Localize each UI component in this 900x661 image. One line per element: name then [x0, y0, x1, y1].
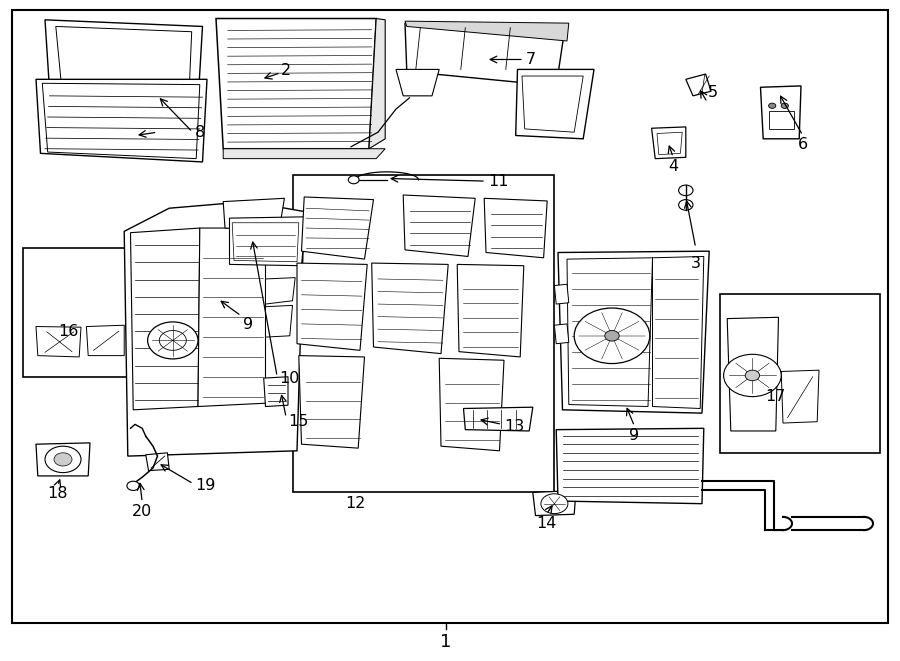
Polygon shape	[464, 407, 533, 431]
Bar	[769, 111, 794, 129]
Text: 16: 16	[58, 325, 78, 339]
Polygon shape	[533, 490, 576, 516]
Circle shape	[745, 370, 760, 381]
Text: 19: 19	[195, 478, 216, 492]
Circle shape	[348, 176, 359, 184]
Text: 3: 3	[690, 256, 701, 271]
Polygon shape	[781, 370, 819, 423]
Text: 17: 17	[766, 389, 786, 404]
Text: 10: 10	[279, 371, 300, 385]
Bar	[292, 175, 554, 492]
Polygon shape	[198, 228, 266, 407]
Polygon shape	[484, 198, 547, 258]
Polygon shape	[146, 453, 169, 471]
Polygon shape	[554, 284, 569, 304]
Polygon shape	[264, 377, 288, 407]
Text: 20: 20	[132, 504, 152, 520]
Text: 4: 4	[668, 159, 679, 174]
Circle shape	[724, 354, 781, 397]
Polygon shape	[554, 324, 569, 344]
Polygon shape	[302, 197, 373, 259]
Bar	[720, 294, 880, 453]
Circle shape	[605, 330, 619, 341]
Circle shape	[45, 446, 81, 473]
Polygon shape	[405, 23, 565, 86]
Polygon shape	[56, 26, 192, 95]
Polygon shape	[403, 195, 475, 256]
Text: 12: 12	[346, 496, 365, 511]
Polygon shape	[457, 264, 524, 357]
Polygon shape	[86, 325, 124, 356]
Circle shape	[541, 494, 568, 514]
Polygon shape	[216, 19, 376, 149]
Circle shape	[574, 308, 650, 364]
Text: 15: 15	[288, 414, 309, 428]
Circle shape	[679, 185, 693, 196]
Text: 14: 14	[536, 516, 556, 531]
Circle shape	[769, 103, 776, 108]
Polygon shape	[45, 20, 202, 102]
Polygon shape	[556, 428, 704, 504]
Circle shape	[781, 103, 788, 108]
Circle shape	[159, 330, 186, 350]
Text: 5: 5	[707, 85, 717, 100]
Text: 11: 11	[488, 174, 508, 188]
Polygon shape	[652, 127, 686, 159]
Polygon shape	[558, 251, 709, 413]
Polygon shape	[516, 69, 594, 139]
Polygon shape	[439, 358, 504, 451]
Polygon shape	[130, 228, 200, 410]
Text: 13: 13	[504, 419, 524, 434]
Polygon shape	[686, 74, 711, 96]
Polygon shape	[266, 278, 295, 304]
Polygon shape	[297, 263, 367, 350]
Text: 8: 8	[194, 125, 204, 139]
Text: 18: 18	[48, 486, 68, 502]
Polygon shape	[36, 79, 207, 162]
Bar	[22, 248, 160, 377]
Polygon shape	[372, 263, 448, 354]
Text: 9: 9	[629, 428, 640, 444]
Text: 9: 9	[243, 317, 253, 332]
Circle shape	[54, 453, 72, 466]
Polygon shape	[760, 86, 801, 139]
Polygon shape	[396, 69, 439, 96]
Polygon shape	[369, 19, 385, 149]
Text: 7: 7	[526, 52, 536, 67]
Polygon shape	[567, 258, 652, 407]
Polygon shape	[652, 256, 704, 408]
Polygon shape	[405, 21, 569, 41]
Polygon shape	[727, 317, 778, 431]
Polygon shape	[299, 356, 364, 448]
Circle shape	[127, 481, 140, 490]
Polygon shape	[230, 217, 306, 266]
Text: 1: 1	[440, 633, 451, 652]
Text: 6: 6	[797, 137, 808, 152]
Text: 2: 2	[281, 63, 291, 78]
Polygon shape	[223, 198, 284, 231]
Polygon shape	[223, 149, 385, 159]
Polygon shape	[266, 305, 292, 337]
Circle shape	[148, 322, 198, 359]
Polygon shape	[124, 202, 304, 456]
Polygon shape	[36, 327, 81, 357]
Polygon shape	[36, 443, 90, 476]
Circle shape	[679, 200, 693, 210]
